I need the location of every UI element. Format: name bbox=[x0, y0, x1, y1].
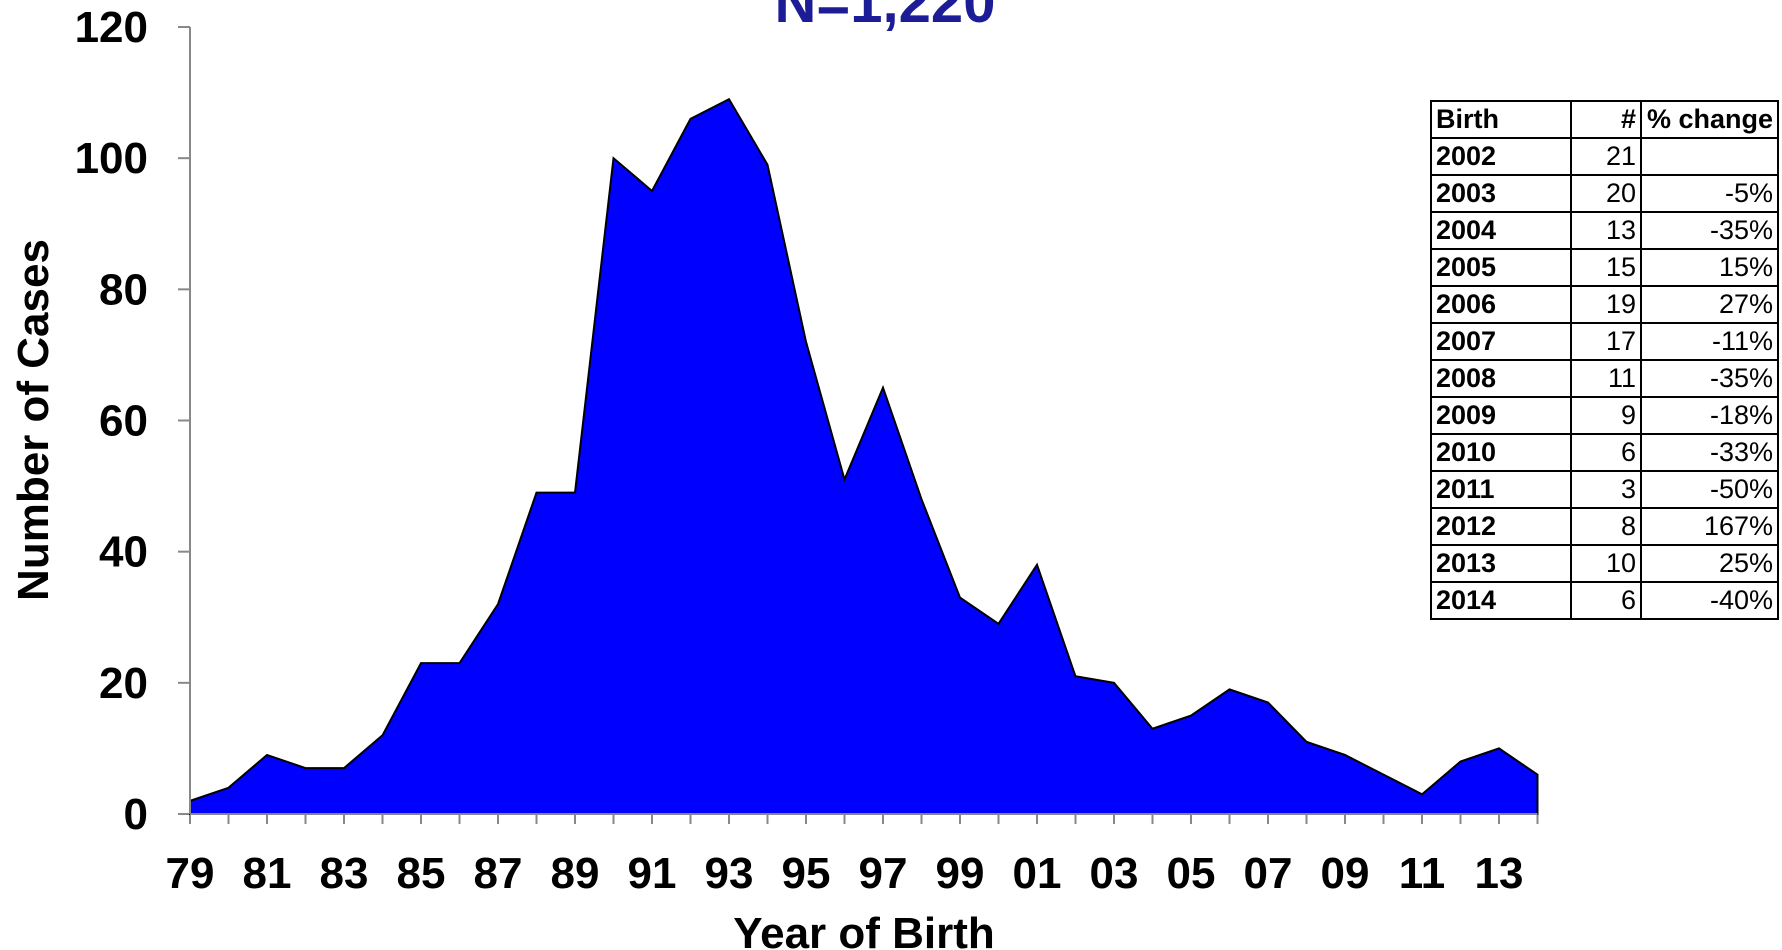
cell-pct-change bbox=[1640, 137, 1779, 176]
table-row: 2013 10 25% bbox=[1430, 544, 1779, 583]
cell-year: 2011 bbox=[1430, 470, 1572, 509]
cell-pct-change: -33% bbox=[1640, 433, 1779, 472]
x-tick-label: 13 bbox=[1475, 849, 1524, 898]
area-series bbox=[189, 97, 1539, 815]
cell-count: 6 bbox=[1570, 433, 1642, 472]
cell-pct-change: 15% bbox=[1640, 248, 1779, 287]
cell-pct-change: 167% bbox=[1640, 507, 1779, 546]
header-count: # bbox=[1570, 100, 1642, 139]
x-axis-title: Year of Birth bbox=[733, 909, 995, 950]
x-tick-label: 95 bbox=[782, 849, 831, 898]
table-header-row: Birth # % change bbox=[1430, 100, 1779, 139]
cell-count: 10 bbox=[1570, 544, 1642, 583]
y-tick-label: 0 bbox=[124, 790, 148, 839]
cell-year: 2013 bbox=[1430, 544, 1572, 583]
cell-pct-change: -35% bbox=[1640, 359, 1779, 398]
cell-pct-change: -50% bbox=[1640, 470, 1779, 509]
cell-count: 21 bbox=[1570, 137, 1642, 176]
x-tick-label: 07 bbox=[1244, 849, 1293, 898]
y-tick-label: 80 bbox=[99, 265, 148, 314]
x-tick-label: 87 bbox=[474, 849, 523, 898]
cell-pct-change: -35% bbox=[1640, 211, 1779, 250]
table-row: 2006 19 27% bbox=[1430, 285, 1779, 324]
cell-count: 17 bbox=[1570, 322, 1642, 361]
cell-count: 3 bbox=[1570, 470, 1642, 509]
y-tick-label: 60 bbox=[99, 397, 148, 446]
x-axis-ticks: 79 81 83 85 87 89 91 93 95 97 99 01 03 05 07 09 11 13 bbox=[166, 814, 1539, 898]
cell-year: 2006 bbox=[1430, 285, 1572, 324]
y-tick-label: 100 bbox=[75, 134, 148, 183]
table-row: 2011 3 -50% bbox=[1430, 470, 1779, 509]
table-row: 2010 6 -33% bbox=[1430, 433, 1779, 472]
x-tick-label: 05 bbox=[1167, 849, 1216, 898]
table-row: 2002 21 bbox=[1430, 137, 1779, 176]
table-row: 2009 9 -18% bbox=[1430, 396, 1779, 435]
x-tick-label: 03 bbox=[1090, 849, 1139, 898]
cell-pct-change: 25% bbox=[1640, 544, 1779, 583]
cell-year: 2007 bbox=[1430, 322, 1572, 361]
x-tick-label: 83 bbox=[320, 849, 369, 898]
table-row: 2008 11 -35% bbox=[1430, 359, 1779, 398]
header-pct-change: % change bbox=[1640, 100, 1779, 139]
cell-pct-change: -18% bbox=[1640, 396, 1779, 435]
y-tick-label: 40 bbox=[99, 528, 148, 577]
table-row: 2012 8 167% bbox=[1430, 507, 1779, 546]
cell-year: 2014 bbox=[1430, 581, 1572, 620]
table-row: 2003 20 -5% bbox=[1430, 174, 1779, 213]
cell-year: 2010 bbox=[1430, 433, 1572, 472]
x-tick-label: 81 bbox=[243, 849, 292, 898]
cell-count: 20 bbox=[1570, 174, 1642, 213]
cell-count: 9 bbox=[1570, 396, 1642, 435]
chart-title: N=1,220 bbox=[775, 0, 996, 35]
cell-year: 2003 bbox=[1430, 174, 1572, 213]
cell-count: 11 bbox=[1570, 359, 1642, 398]
cell-count: 13 bbox=[1570, 211, 1642, 250]
birth-cases-table: Birth # % change 2002 21 2003 20 -5% 2004 13 -3… bbox=[1430, 100, 1779, 620]
x-tick-label: 97 bbox=[859, 849, 908, 898]
x-tick-label: 91 bbox=[628, 849, 677, 898]
cell-year: 2012 bbox=[1430, 507, 1572, 546]
x-tick-label: 85 bbox=[397, 849, 446, 898]
header-birth: Birth bbox=[1430, 100, 1572, 139]
table-row: 2005 15 15% bbox=[1430, 248, 1779, 287]
cell-year: 2005 bbox=[1430, 248, 1572, 287]
cell-year: 2008 bbox=[1430, 359, 1572, 398]
y-axis-title: Number of Cases bbox=[9, 239, 58, 601]
y-axis-ticks: 0 20 40 60 80 100 120 bbox=[75, 3, 190, 839]
cell-pct-change: -5% bbox=[1640, 174, 1779, 213]
table-row: 2007 17 -11% bbox=[1430, 322, 1779, 361]
x-tick-label: 09 bbox=[1321, 849, 1370, 898]
x-tick-label: 11 bbox=[1399, 849, 1446, 898]
x-tick-label: 93 bbox=[705, 849, 754, 898]
cell-count: 6 bbox=[1570, 581, 1642, 620]
cell-count: 8 bbox=[1570, 507, 1642, 546]
table-row: 2014 6 -40% bbox=[1430, 581, 1779, 620]
y-tick-label: 120 bbox=[75, 3, 148, 52]
table-row: 2004 13 -35% bbox=[1430, 211, 1779, 250]
x-tick-label: 01 bbox=[1013, 849, 1062, 898]
y-tick-label: 20 bbox=[99, 659, 148, 708]
x-tick-label: 99 bbox=[936, 849, 985, 898]
x-tick-label: 89 bbox=[551, 849, 600, 898]
cell-year: 2002 bbox=[1430, 137, 1572, 176]
cell-count: 19 bbox=[1570, 285, 1642, 324]
cell-pct-change: 27% bbox=[1640, 285, 1779, 324]
x-tick-label: 79 bbox=[166, 849, 215, 898]
cell-pct-change: -11% bbox=[1640, 322, 1779, 361]
cell-year: 2009 bbox=[1430, 396, 1572, 435]
cell-pct-change: -40% bbox=[1640, 581, 1779, 620]
cell-year: 2004 bbox=[1430, 211, 1572, 250]
cell-count: 15 bbox=[1570, 248, 1642, 287]
